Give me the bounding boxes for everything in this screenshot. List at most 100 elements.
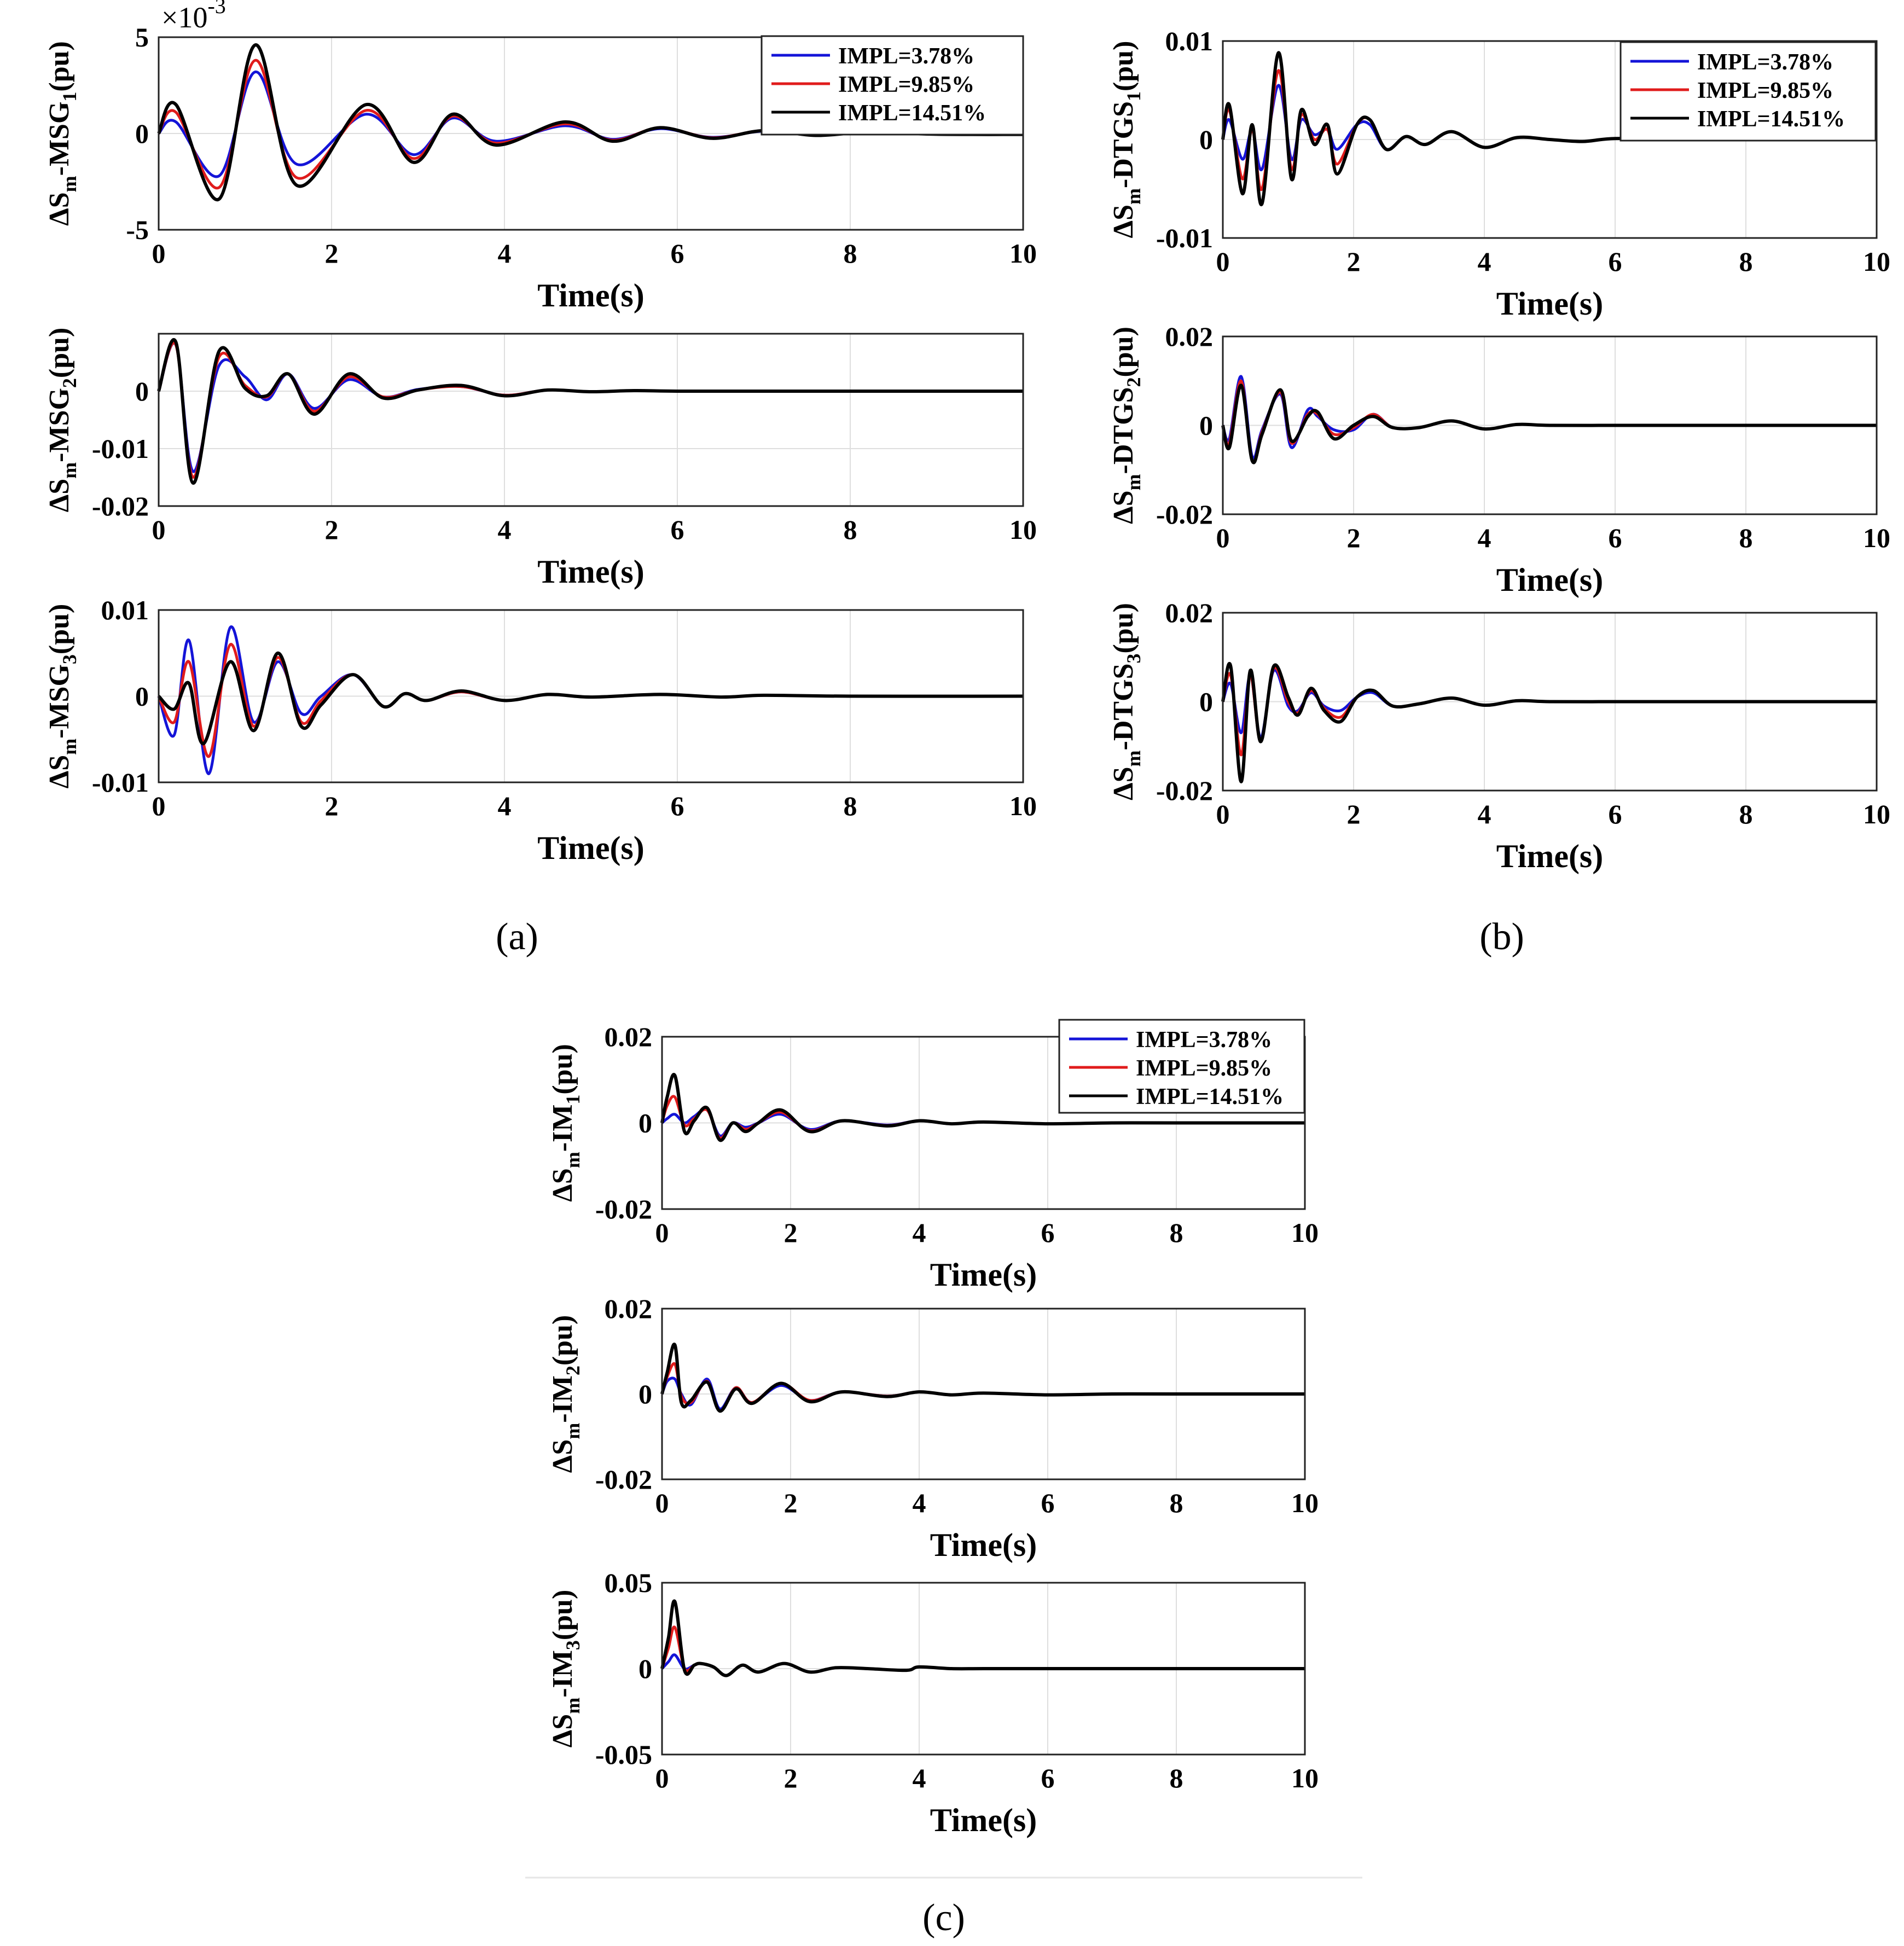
axes-box	[661, 1582, 1306, 1756]
y-tick-label: 0	[135, 118, 149, 149]
x-tick-label: 10	[1863, 246, 1890, 277]
axes-box	[1222, 40, 1878, 239]
y-tick-label: -0.01	[92, 433, 149, 464]
y-tick-label: 0.02	[605, 1293, 653, 1324]
x-tick-label: 6	[671, 238, 684, 269]
x-tick-label: 2	[325, 791, 339, 821]
y-tick-label: -0.02	[1156, 499, 1213, 530]
x-axis-label: Time(s)	[537, 554, 645, 590]
series-line-3	[1221, 662, 1877, 783]
y-tick-label: -0.02	[595, 1464, 652, 1495]
y-tick-label: 0.02	[1165, 321, 1214, 352]
x-tick-label: 0	[655, 1217, 669, 1248]
x-tick-label: 6	[1041, 1763, 1055, 1793]
x-tick-label: 4	[913, 1488, 926, 1518]
y-axis-label: ΔSm-MSG2(pu)	[44, 328, 80, 513]
x-tick-label: 8	[1739, 522, 1753, 553]
subplot-c-1: 0 2 4 6 8 100.020-0.02Time(s)ΔSm-IM1(pu)IMPL=…	[547, 1019, 1319, 1293]
x-axis-label: Time(s)	[930, 1802, 1037, 1838]
y-tick-label: -0.05	[595, 1739, 652, 1770]
caption-a: (a)	[496, 916, 538, 958]
axes-box	[158, 609, 1024, 783]
x-tick-label: 0	[1216, 799, 1230, 829]
x-tick-label: 8	[844, 238, 857, 269]
x-tick-label: 2	[1347, 522, 1361, 553]
x-tick-label: 0	[1216, 522, 1230, 553]
legend-item-label: IMPL=14.51%	[1136, 1084, 1284, 1109]
y-tick-label: -0.02	[595, 1194, 652, 1224]
axes-box	[661, 1308, 1306, 1480]
x-tick-label: 6	[1609, 522, 1622, 553]
y-tick-label: 0.01	[1165, 26, 1214, 56]
x-tick-label: 8	[1170, 1488, 1183, 1518]
x-tick-label: 8	[1739, 799, 1753, 829]
y-tick-label: 0	[1199, 410, 1213, 441]
y-tick-label: 0.02	[605, 1021, 653, 1052]
y-tick-label: -0.01	[92, 767, 149, 798]
x-tick-label: 8	[1170, 1217, 1183, 1248]
series-line-3	[660, 1343, 1305, 1413]
series-line-3	[1221, 384, 1877, 464]
x-axis-label: Time(s)	[930, 1527, 1037, 1563]
x-axis-label: Time(s)	[1496, 838, 1604, 874]
x-axis-label: Time(s)	[537, 830, 645, 866]
x-tick-label: 10	[1291, 1488, 1319, 1518]
x-tick-label: 6	[1609, 246, 1622, 277]
axes-box	[1222, 612, 1878, 792]
x-tick-label: 2	[1347, 246, 1361, 277]
x-axis-label: Time(s)	[1496, 286, 1604, 322]
caption-c: (c)	[922, 1897, 965, 1939]
y-axis-label: ΔSm-DTGS3(pu)	[1108, 603, 1145, 800]
legend: IMPL=3.78% IMPL=9.85% IMPL=14.51%	[1619, 41, 1877, 142]
x-tick-label: 10	[1009, 791, 1037, 821]
legend-item-label: IMPL=9.85%	[838, 72, 974, 97]
legend-box	[1619, 41, 1877, 142]
axes-box	[1222, 335, 1878, 515]
legend-item-label: IMPL=9.85%	[1136, 1056, 1272, 1081]
y-tick-label: 0	[1199, 687, 1213, 717]
subplot-a-1: 0 2 4 6 8 1050-5Time(s)ΔSm-MSG1(pu)×10-3IMPL=…	[44, 0, 1037, 313]
x-tick-label: 4	[1478, 246, 1491, 277]
y-tick-label: -0.02	[1156, 775, 1213, 806]
y-tick-label: 0.05	[605, 1567, 653, 1598]
x-tick-label: 2	[325, 238, 339, 269]
x-tick-label: 10	[1863, 522, 1890, 553]
y-tick-label: -0.01	[1156, 223, 1213, 253]
x-tick-label: 2	[1347, 799, 1361, 829]
legend-item-label: IMPL=3.78%	[1136, 1027, 1272, 1053]
caption-b: (b)	[1479, 916, 1524, 958]
x-tick-label: 4	[498, 238, 512, 269]
x-tick-label: 0	[1216, 246, 1230, 277]
y-tick-label: 0	[638, 1108, 652, 1138]
x-tick-label: 10	[1291, 1763, 1319, 1793]
x-tick-label: 8	[1170, 1763, 1183, 1793]
y-tick-label: 0	[135, 376, 149, 406]
y-tick-label: 0.01	[101, 595, 149, 625]
x-axis-label: Time(s)	[537, 277, 645, 313]
y-tick-label: 0.02	[1165, 597, 1214, 628]
axis-exponent: ×10-3	[161, 0, 226, 34]
x-tick-label: 4	[498, 514, 512, 545]
x-tick-label: 8	[844, 791, 857, 821]
x-tick-label: 2	[784, 1217, 798, 1248]
legend-box	[761, 35, 1024, 136]
y-tick-label: -0.02	[92, 491, 149, 521]
y-tick-label: -5	[126, 214, 149, 245]
y-tick-label: 0	[638, 1653, 652, 1684]
y-axis-label: ΔSm-MSG1(pu)	[44, 41, 80, 226]
x-axis-label: Time(s)	[930, 1257, 1037, 1293]
x-tick-label: 10	[1009, 514, 1037, 545]
x-tick-label: 8	[1739, 246, 1753, 277]
y-axis-label: ΔSm-DTGS1(pu)	[1108, 41, 1145, 239]
x-tick-label: 0	[655, 1488, 669, 1518]
x-tick-label: 6	[671, 514, 684, 545]
subplot-a-2: 0 2 4 6 8 10 0 -0.01 -0.02 Time(s) ΔSm-MSG2(pu)	[44, 328, 1037, 590]
x-tick-label: 0	[152, 791, 166, 821]
x-tick-label: 4	[498, 791, 512, 821]
